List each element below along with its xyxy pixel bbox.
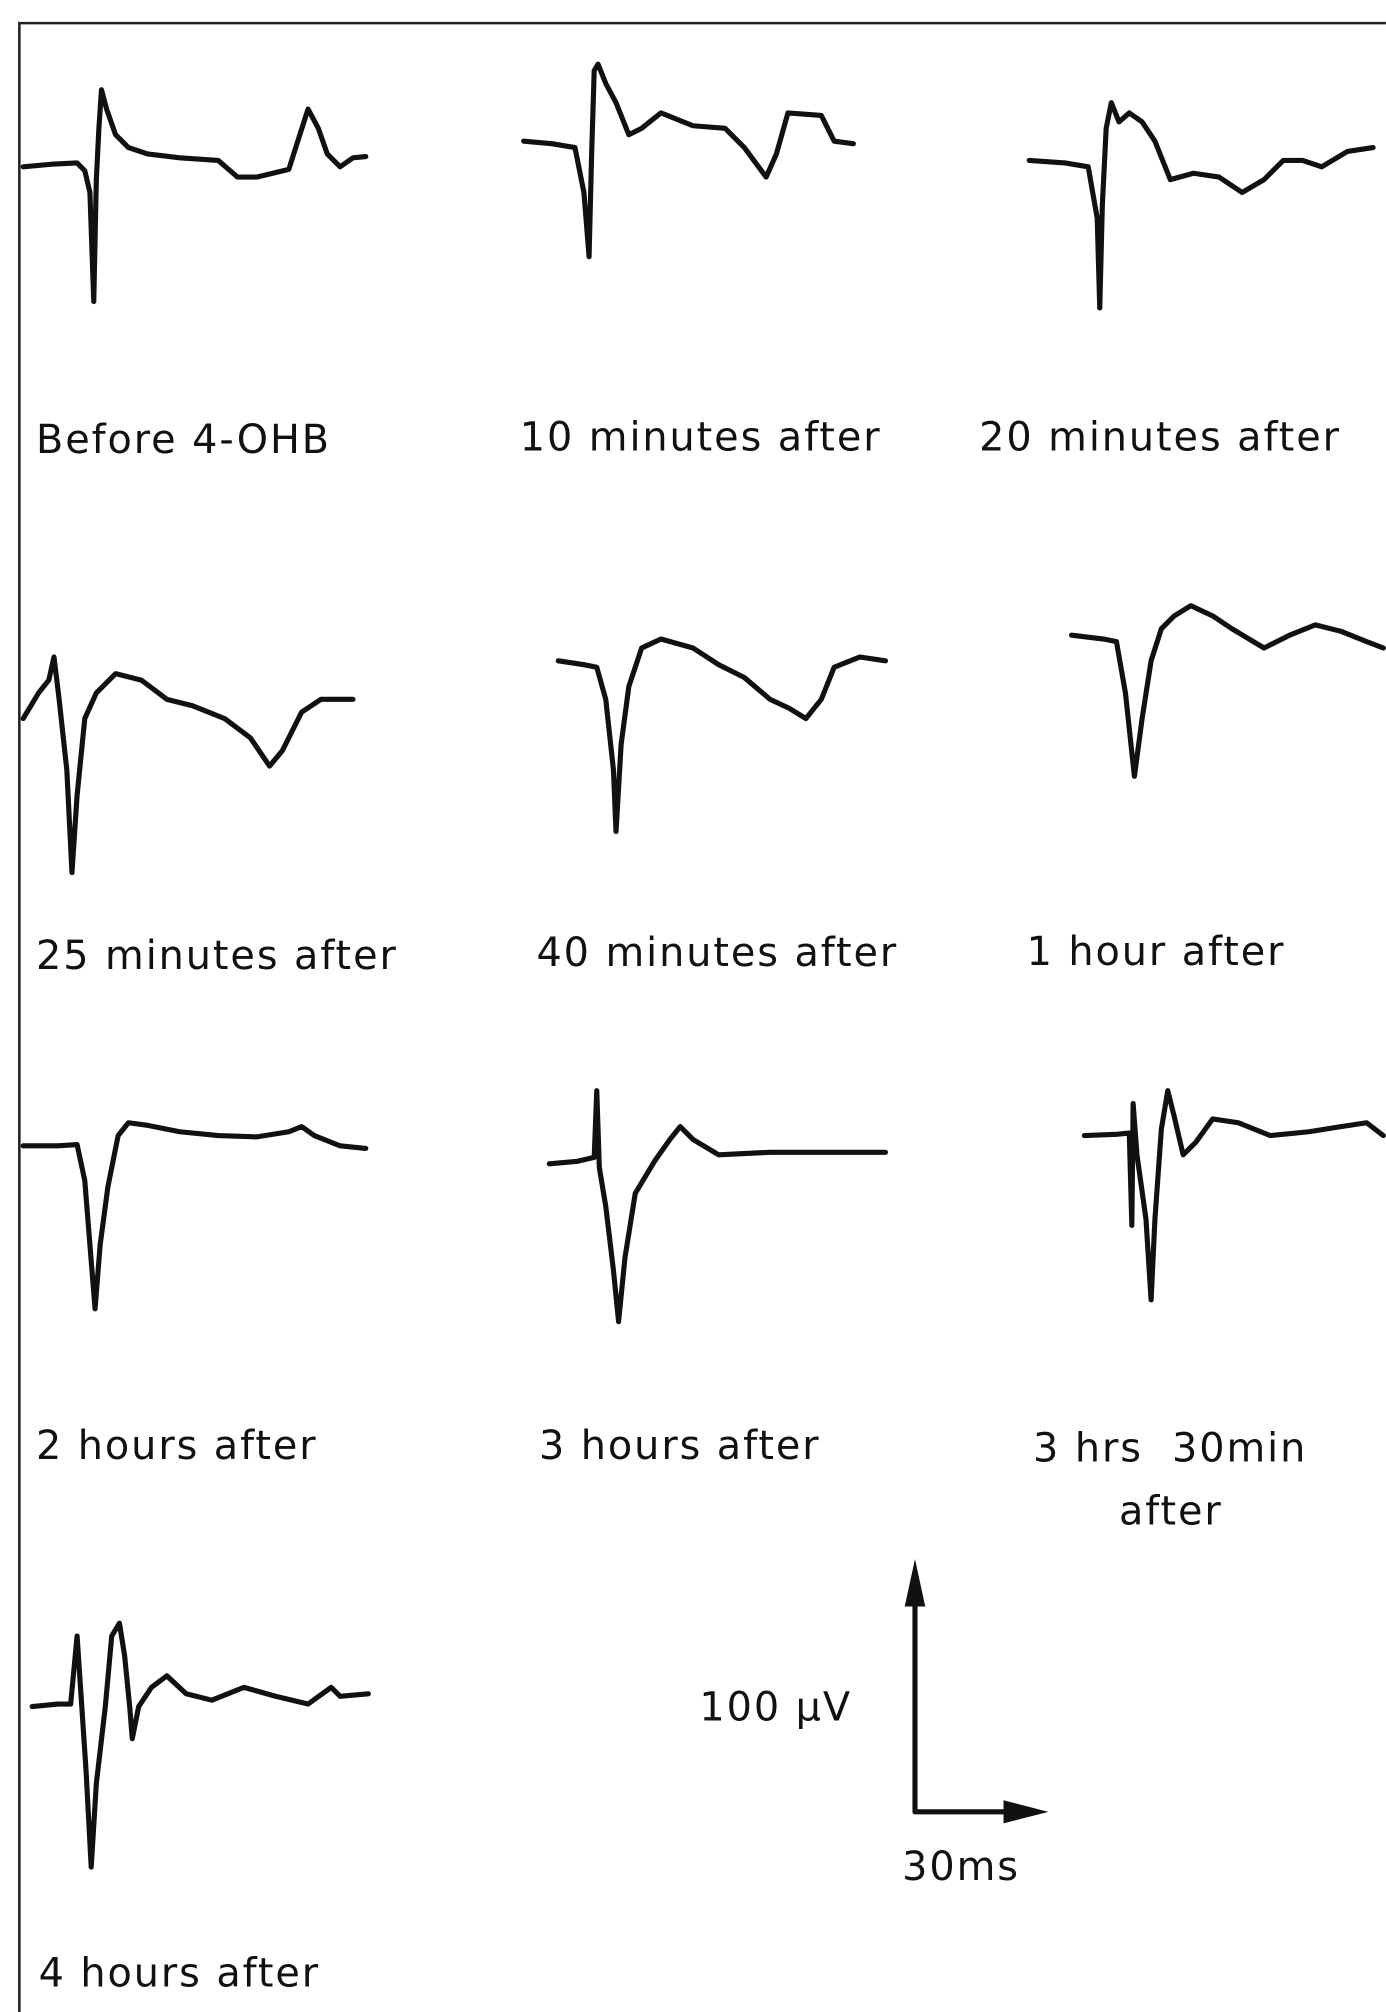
trace — [546, 1088, 889, 1325]
panel-label: 20 minutes after — [979, 414, 1341, 460]
trace — [555, 636, 889, 835]
panel-label: 10 minutes after — [520, 414, 882, 460]
panel-label: 3 hours after — [539, 1423, 820, 1469]
panel-label: 40 minutes after — [536, 930, 898, 976]
frame — [18, 21, 1386, 2012]
panel-label: 1 hour after — [1027, 929, 1286, 975]
trace — [20, 87, 369, 305]
panel-label: after — [1119, 1488, 1223, 1534]
panel-label: 3 hrs 30min — [1033, 1426, 1307, 1472]
scale-label: 100 μV — [699, 1685, 852, 1731]
scale-label: 30ms — [902, 1844, 1020, 1890]
trace — [20, 1120, 369, 1312]
trace — [1081, 1088, 1386, 1303]
trace — [29, 1620, 371, 1870]
scale-bar — [912, 1582, 1023, 1815]
panel-label: Before 4-OHB — [36, 417, 331, 463]
scale-arrow — [1003, 1800, 1049, 1824]
scale-arrow — [904, 1559, 926, 1607]
panel-label: 4 hours after — [39, 1950, 320, 1996]
trace — [521, 61, 856, 260]
trace — [1068, 603, 1386, 779]
trace — [20, 654, 356, 876]
trace — [1026, 100, 1376, 311]
panel-label: 25 minutes after — [36, 933, 398, 979]
panel-label: 2 hours after — [36, 1423, 317, 1469]
